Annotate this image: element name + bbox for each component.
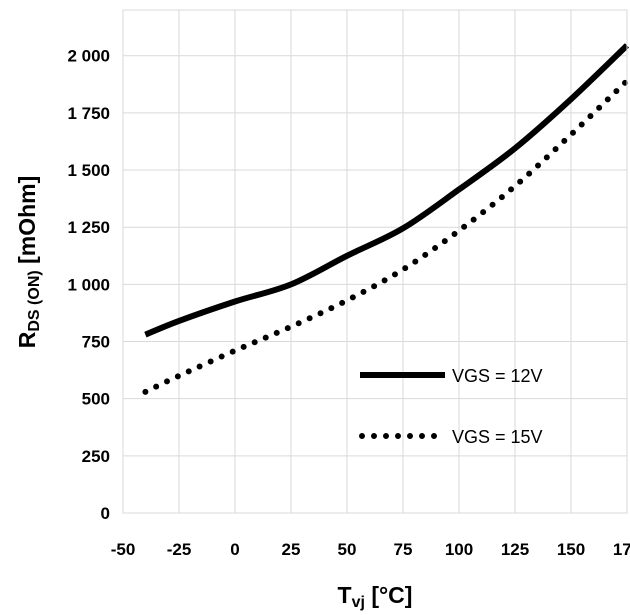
x-tick-label: 0	[230, 540, 239, 559]
y-tick-label: 0	[101, 504, 110, 523]
x-tick-label: 25	[282, 540, 301, 559]
plot-frame	[122, 9, 628, 514]
y-tick-label: 500	[82, 390, 110, 409]
y-tick-labels: 0 250 500 750 1 000 1 250 1 500 1 750 2 000	[67, 47, 110, 523]
y-tick-label: 2 000	[67, 47, 110, 66]
y-tick-label: 1 500	[67, 161, 110, 180]
legend-label-15v: VGS = 15V	[452, 427, 543, 447]
x-tick-labels: -50 -25 0 25 50 75 100 125 150 175	[111, 540, 630, 559]
legend-label-12v: VGS = 12V	[452, 366, 543, 386]
x-axis-label: Tvj [°C]	[338, 582, 413, 611]
y-tick-label: 250	[82, 447, 110, 466]
y-tick-label: 1 250	[67, 218, 110, 237]
series-layer	[142, 43, 630, 395]
x-tick-label: 150	[557, 540, 585, 559]
x-tick-label: 75	[394, 540, 413, 559]
x-tick-label: 125	[501, 540, 529, 559]
y-tick-label: 750	[82, 333, 110, 352]
series-line-vgs-15v	[142, 77, 630, 395]
x-tick-label: -25	[167, 540, 192, 559]
x-tick-label: -50	[111, 540, 136, 559]
x-tick-label: 50	[338, 540, 357, 559]
y-tick-label: 1 750	[67, 104, 110, 123]
plot-background	[123, 10, 627, 513]
series-line-vgs-12v	[144, 43, 630, 338]
x-tick-label: 100	[445, 540, 473, 559]
y-tick-label: 1 000	[67, 275, 110, 294]
x-tick-label: 175	[613, 540, 630, 559]
y-axis-label: RDS (ON) [mOhm]	[14, 176, 43, 349]
legend: VGS = 12V VGS = 15V	[359, 366, 543, 447]
